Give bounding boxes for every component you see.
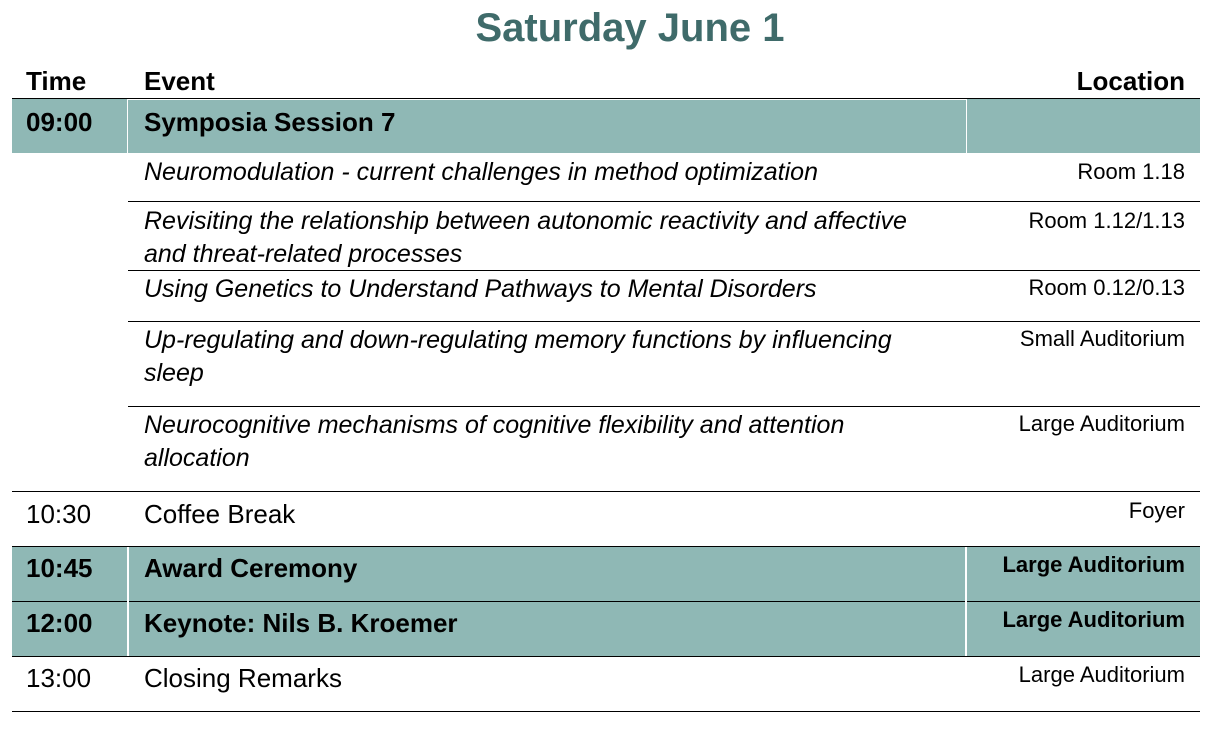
table-row: 13:00 Closing Remarks Large Auditorium	[0, 657, 1212, 711]
row-event: Up-regulating and down-regulating memory…	[144, 326, 892, 387]
row-time: 12:00	[26, 608, 93, 638]
row-location: Room 1.18	[1077, 159, 1185, 184]
row-event: Coffee Break	[144, 499, 296, 529]
row-event: Closing Remarks	[144, 663, 342, 693]
table-row: Neuromodulation - current challenges in …	[0, 153, 1212, 201]
header-divider	[12, 98, 1200, 99]
table-row: Neurocognitive mechanisms of cognitive f…	[0, 407, 1212, 491]
row-event: Keynote: Nils B. Kroemer	[144, 608, 458, 638]
row-event: Neurocognitive mechanisms of cognitive f…	[144, 411, 845, 472]
header-time: Time	[26, 66, 87, 96]
page-title: Saturday June 1	[475, 6, 785, 50]
row-time: 09:00	[26, 107, 93, 137]
row-location: Large Auditorium	[1002, 552, 1185, 577]
row-location: Foyer	[1128, 498, 1185, 523]
table-row: 10:30 Coffee Break Foyer	[0, 492, 1212, 547]
row-location: Large Auditorium	[1018, 662, 1185, 687]
row-event: Using Genetics to Understand Pathways to…	[144, 275, 817, 303]
table-row: 09:00 Symposia Session 7	[0, 99, 1212, 153]
row-event: Symposia Session 7	[144, 107, 396, 137]
row-location: Small Auditorium	[1019, 326, 1185, 351]
table-row: Revisiting the relationship between auto…	[0, 202, 1212, 270]
row-location: Large Auditorium	[1018, 411, 1185, 436]
row-time: 10:45	[26, 553, 93, 583]
row-event: Revisiting the relationship between auto…	[144, 207, 907, 268]
row-time: 13:00	[26, 663, 92, 693]
header-location: Location	[1076, 66, 1185, 96]
table-row: 10:45 Award Ceremony Large Auditorium	[0, 547, 1212, 601]
table-row: 12:00 Keynote: Nils B. Kroemer Large Aud…	[0, 602, 1212, 656]
table-row: Up-regulating and down-regulating memory…	[0, 322, 1212, 406]
row-time: 10:30	[26, 499, 92, 529]
row-location: Room 1.12/1.13	[1028, 208, 1185, 233]
header-event: Event	[144, 66, 215, 96]
row-location: Room 0.12/0.13	[1028, 275, 1185, 300]
row-location: Large Auditorium	[1002, 607, 1185, 632]
table-row: Using Genetics to Understand Pathways to…	[0, 271, 1212, 321]
row-event: Award Ceremony	[144, 553, 358, 583]
row-event: Neuromodulation - current challenges in …	[144, 158, 818, 186]
